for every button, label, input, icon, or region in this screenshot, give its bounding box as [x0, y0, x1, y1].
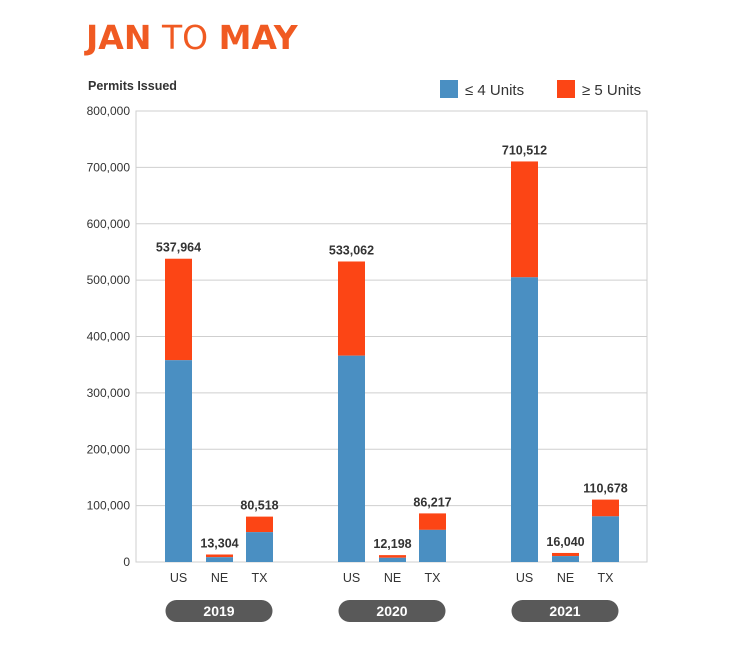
y-axis-label: Permits Issued: [88, 79, 177, 93]
bar-le4-units: [592, 516, 619, 562]
title-may: MAY: [218, 18, 298, 57]
x-tick-label: US: [343, 571, 360, 585]
legend-label: ≤ 4 Units: [465, 82, 524, 99]
legend-swatch: [557, 80, 575, 98]
title-jan: JAN: [86, 18, 152, 57]
x-tick-label: TX: [425, 571, 442, 585]
y-tick-label: 800,000: [87, 104, 131, 118]
legend-label: ≥ 5 Units: [582, 82, 641, 99]
x-tick-label: TX: [598, 571, 615, 585]
bar-le4-units: [552, 556, 579, 562]
x-tick-label: US: [170, 571, 187, 585]
bar-le4-units: [379, 557, 406, 562]
y-tick-label: 700,000: [87, 160, 131, 174]
bar-ge5-units: [552, 552, 579, 557]
year-pill: [511, 600, 619, 622]
year-pill: [165, 600, 273, 622]
bar-total-label: 12,198: [373, 537, 411, 551]
year-pill-label: 2021: [549, 603, 580, 619]
bar-le4-units: [338, 355, 365, 562]
y-tick-label: 200,000: [87, 442, 131, 456]
y-tick-label: 300,000: [87, 386, 131, 400]
y-tick-label: 600,000: [87, 217, 131, 231]
bar-total-label: 80,518: [240, 499, 278, 513]
bar-ge5-units: [511, 161, 538, 278]
x-tick-label: TX: [252, 571, 269, 585]
bar-ge5-units: [206, 554, 233, 558]
bar-total-label: 110,678: [583, 482, 628, 496]
bar-le4-units: [246, 532, 273, 562]
bar-ge5-units: [338, 261, 365, 356]
x-tick-label: US: [516, 571, 533, 585]
bar-le4-units: [206, 557, 233, 562]
bar-ge5-units: [419, 513, 446, 530]
y-tick-label: 400,000: [87, 330, 131, 344]
bar-total-label: 533,062: [329, 243, 374, 257]
bar-total-label: 16,040: [546, 535, 584, 549]
bar-le4-units: [165, 360, 192, 562]
x-tick-label: NE: [557, 571, 574, 585]
bar-le4-units: [419, 529, 446, 562]
bar-ge5-units: [246, 516, 273, 533]
y-tick-label: 100,000: [87, 499, 131, 513]
bar-total-label: 13,304: [200, 536, 238, 550]
year-pill: [338, 600, 446, 622]
bar-total-label: 710,512: [502, 143, 547, 157]
bar-ge5-units: [592, 499, 619, 517]
y-tick-label: 500,000: [87, 273, 131, 287]
bar-ge5-units: [379, 555, 406, 558]
bar-le4-units: [511, 277, 538, 562]
legend-swatch: [440, 80, 458, 98]
x-tick-label: NE: [211, 571, 228, 585]
year-pill-label: 2019: [203, 603, 234, 619]
y-tick-label: 0: [123, 555, 130, 569]
bar-total-label: 86,217: [413, 495, 451, 509]
chart-title: JAN TO MAY: [86, 18, 298, 57]
bar-total-label: 537,964: [156, 241, 201, 255]
x-tick-label: NE: [384, 571, 401, 585]
bar-ge5-units: [165, 258, 192, 361]
year-pill-label: 2020: [376, 603, 407, 619]
title-to: TO: [161, 18, 209, 57]
